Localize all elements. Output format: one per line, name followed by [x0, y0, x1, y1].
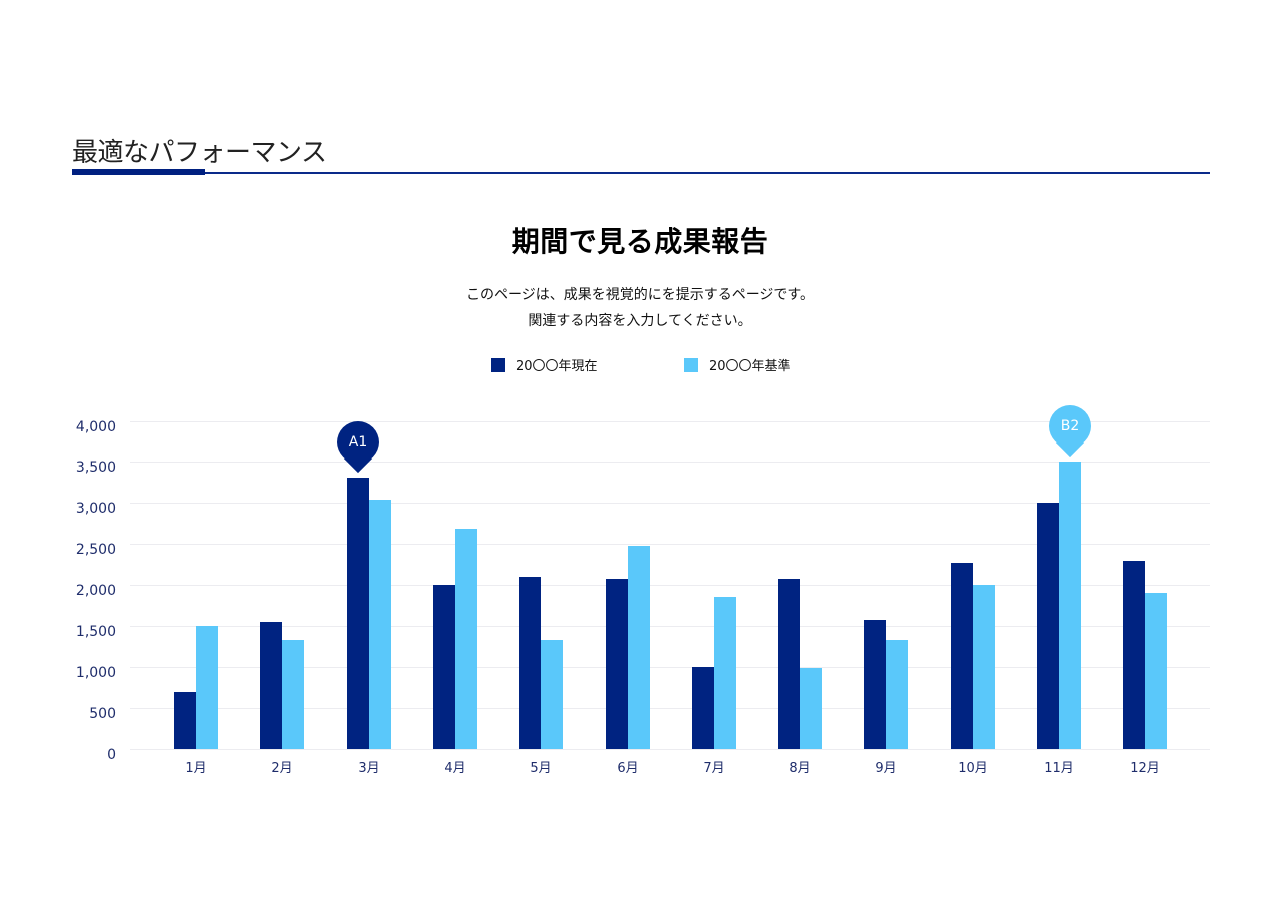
header-divider-accent [72, 169, 205, 175]
chart-legend: 20〇〇年現在 20〇〇年基準 [0, 355, 1280, 374]
bar-baseline[interactable] [973, 585, 995, 749]
y-axis-tick-label: 4,000 [75, 419, 116, 435]
bar-baseline[interactable] [541, 640, 563, 749]
x-axis-tick-label: 8月 [789, 761, 811, 776]
y-axis-tick-label: 1,000 [75, 665, 116, 681]
bar-current[interactable] [864, 620, 886, 749]
legend-label-current: 20〇〇年現在 [516, 359, 598, 374]
x-axis-tick-label: 4月 [444, 761, 466, 776]
description-line-1: このページは、成果を視覚的にを提示するページです。 [465, 287, 815, 303]
description-line-2: 関連する内容を入力してください。 [528, 313, 752, 329]
x-axis-tick-label: 11月 [1044, 761, 1074, 776]
legend-item-current: 20〇〇年現在 [491, 355, 598, 374]
y-axis-tick-label: 0 [107, 747, 116, 763]
y-axis-tick-label: 2,000 [75, 583, 116, 599]
gridline [130, 544, 1210, 545]
bar-current[interactable] [778, 579, 800, 749]
x-axis-tick-label: 7月 [703, 761, 725, 776]
gridline [130, 667, 1210, 668]
x-axis-tick-label: 12月 [1130, 761, 1160, 776]
bar-current[interactable] [519, 577, 541, 749]
legend-swatch-current [491, 357, 505, 372]
bar-baseline[interactable] [714, 597, 736, 749]
legend-label-baseline: 20〇〇年基準 [709, 359, 791, 374]
gridline [130, 462, 1210, 463]
gridline [130, 585, 1210, 586]
bar-baseline[interactable] [455, 529, 477, 749]
bar-baseline[interactable] [1059, 462, 1081, 749]
annotation-label: B2 [1049, 405, 1091, 447]
bar-current[interactable] [260, 622, 282, 749]
gridline [130, 749, 1210, 750]
bar-baseline[interactable] [196, 626, 218, 749]
legend-item-baseline: 20〇〇年基準 [684, 355, 791, 374]
bar-baseline[interactable] [1145, 593, 1167, 749]
annotation-pin-a1: A1 [337, 421, 379, 474]
header-divider [72, 172, 1210, 174]
bar-current[interactable] [433, 585, 455, 749]
bar-baseline[interactable] [886, 640, 908, 749]
bar-baseline[interactable] [369, 500, 391, 749]
bar-baseline[interactable] [282, 640, 304, 749]
gridline [130, 421, 1210, 422]
gridline [130, 708, 1210, 709]
bar-current[interactable] [347, 478, 369, 749]
y-axis-tick-label: 3,500 [75, 460, 116, 476]
gridline [130, 503, 1210, 504]
x-axis-tick-label: 10月 [958, 761, 988, 776]
y-axis-tick-label: 3,000 [75, 501, 116, 517]
bar-current[interactable] [1037, 503, 1059, 749]
x-axis-tick-label: 6月 [617, 761, 639, 776]
bar-current[interactable] [1123, 561, 1145, 749]
y-axis-tick-label: 1,500 [75, 624, 116, 640]
annotation-pin-b2: B2 [1049, 405, 1091, 458]
bar-current[interactable] [692, 667, 714, 749]
x-axis-tick-label: 2月 [271, 761, 293, 776]
x-axis-tick-label: 5月 [530, 761, 552, 776]
gridline [130, 626, 1210, 627]
chart-description: このページは、成果を視覚的にを提示するページです。 関連する内容を入力してくださ… [0, 282, 1280, 334]
bar-current[interactable] [174, 692, 196, 749]
annotation-label: A1 [337, 421, 379, 463]
x-axis-tick-label: 3月 [358, 761, 380, 776]
y-axis-tick-label: 2,500 [75, 542, 116, 558]
bar-baseline[interactable] [800, 668, 822, 749]
y-axis-tick-label: 500 [89, 706, 116, 722]
legend-swatch-baseline [684, 357, 698, 372]
x-axis-tick-label: 1月 [185, 761, 207, 776]
bar-current[interactable] [951, 563, 973, 749]
bar-current[interactable] [606, 579, 628, 749]
bar-baseline[interactable] [628, 546, 650, 749]
chart-title: 期間で見る成果報告 [511, 225, 769, 258]
page-title: 最適なパフォーマンス [72, 138, 327, 168]
x-axis-tick-label: 9月 [875, 761, 897, 776]
